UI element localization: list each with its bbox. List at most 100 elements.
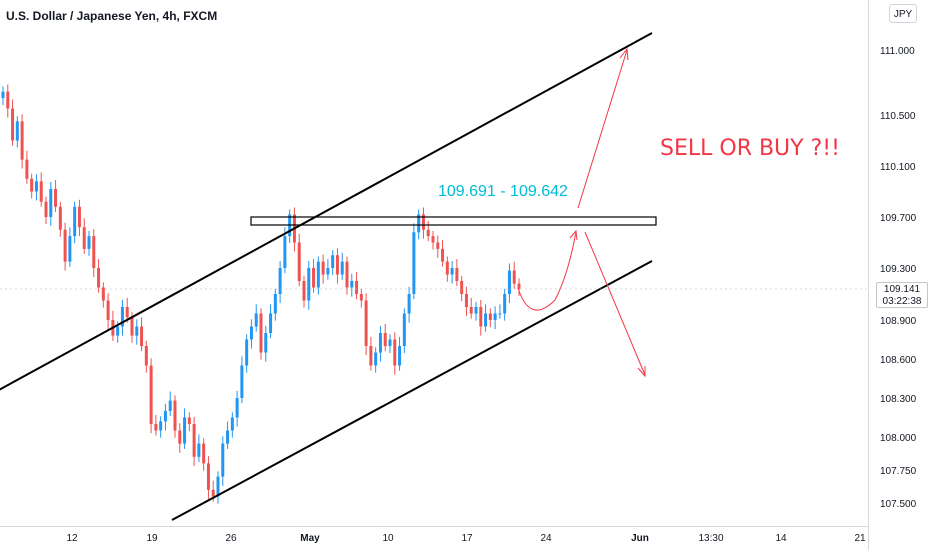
candle-body: [278, 268, 282, 294]
price-tick-label: 107.500: [880, 499, 917, 510]
time-tick-label: 17: [461, 533, 473, 544]
candle-body: [230, 417, 234, 431]
candle-body: [130, 317, 134, 336]
sell-arrow-line: [584, 231, 646, 376]
candle-body: [15, 121, 19, 141]
currency-button[interactable]: JPY: [889, 4, 917, 23]
candles-layer: [1, 84, 521, 504]
candle-body: [120, 307, 124, 327]
time-tick-label: Jun: [631, 533, 649, 544]
time-axis[interactable]: [0, 526, 868, 550]
candle-body: [77, 206, 81, 228]
candle-body: [488, 313, 492, 320]
time-tick-label: 10: [382, 533, 394, 544]
price-axis[interactable]: [868, 0, 932, 550]
candle-body: [493, 313, 497, 320]
candle-body: [101, 287, 105, 301]
time-tick-label: 13:30: [698, 533, 723, 544]
candle-body: [240, 365, 244, 398]
candle-body: [273, 294, 277, 314]
candle-body: [249, 326, 253, 340]
candle-body: [378, 333, 382, 353]
candle-body: [73, 206, 77, 237]
candle-body: [58, 206, 62, 230]
candle-body: [374, 352, 378, 366]
candle-body: [417, 214, 421, 233]
price-tick-label: 107.750: [880, 466, 917, 477]
candle-body: [297, 242, 301, 281]
time-tick-label: 12: [66, 533, 78, 544]
candle-body: [245, 339, 249, 366]
candle-body: [345, 261, 349, 288]
candle-body: [359, 294, 363, 301]
candle-body: [383, 333, 387, 346]
last-price-value: 109.141: [883, 284, 921, 295]
candle-body: [82, 227, 86, 249]
candle-body: [321, 261, 325, 275]
drawings-layer: [0, 32, 868, 521]
candle-body: [436, 242, 440, 249]
candle-body: [11, 108, 15, 141]
resistance-zone-box: [250, 216, 657, 226]
candle-body: [187, 417, 191, 424]
time-axis-ticks: 12 19 26 May 10 17 24 Jun 13:30 14 21: [66, 533, 866, 544]
candle-body: [140, 326, 144, 346]
candle-body: [183, 417, 187, 444]
resistance-zone-label: 109.691 - 109.642: [438, 183, 568, 200]
price-tick-label: 108.000: [880, 433, 917, 444]
candle-body: [431, 236, 435, 243]
candle-body: [197, 443, 201, 457]
sell-or-buy-annotation: SELL OR BUY ?!!: [660, 136, 840, 161]
candle-body: [163, 411, 167, 422]
candle-body: [450, 268, 454, 275]
candle-body: [269, 313, 273, 333]
candle-body: [149, 365, 153, 424]
candle-body: [316, 261, 320, 288]
candle-body: [216, 476, 220, 497]
candle-body: [135, 326, 139, 336]
candle-body: [331, 255, 335, 268]
candle-body: [312, 268, 316, 288]
candle-body: [426, 229, 430, 237]
buy-arrow-head: [619, 47, 629, 61]
candle-body: [206, 463, 210, 490]
candle-body: [484, 313, 488, 327]
time-tick-label: 19: [146, 533, 158, 544]
candle-body: [30, 178, 34, 192]
candle-body: [264, 333, 268, 353]
lower-channel-line: [171, 260, 653, 521]
price-tick-label: 111.000: [880, 46, 915, 57]
price-axis-ticks: 111.000 110.500 110.100 109.700 109.300 108.9…: [880, 46, 917, 510]
candle-body: [388, 339, 392, 346]
candle-body: [68, 236, 72, 262]
candle-body: [469, 307, 473, 314]
candle-body: [97, 268, 101, 288]
candle-body: [125, 307, 129, 318]
candle-body: [49, 188, 53, 217]
time-tick-label: 21: [854, 533, 866, 544]
candle-body: [369, 346, 373, 366]
buy-arrow-line: [577, 49, 628, 209]
candle-body: [441, 248, 445, 262]
candle-body: [507, 270, 511, 294]
time-tick-label: 26: [225, 533, 237, 544]
candle-body: [235, 398, 239, 418]
candle-body: [25, 159, 29, 179]
last-price-badge: 109.141 03:22:38: [876, 282, 928, 308]
candle-body: [202, 443, 206, 464]
price-tick-label: 109.300: [880, 264, 917, 275]
candle-body: [503, 294, 507, 314]
candle-body: [302, 281, 306, 301]
candle-body: [455, 268, 459, 281]
time-tick-label: 24: [540, 533, 552, 544]
bounce-arrow-curve: [517, 231, 577, 311]
candle-body: [512, 270, 516, 284]
candle-body: [355, 281, 359, 294]
time-tick-label: May: [300, 533, 320, 544]
candle-body: [307, 268, 311, 301]
price-tick-label: 110.100: [880, 162, 916, 173]
candle-body: [192, 424, 196, 457]
candle-body: [54, 188, 58, 207]
